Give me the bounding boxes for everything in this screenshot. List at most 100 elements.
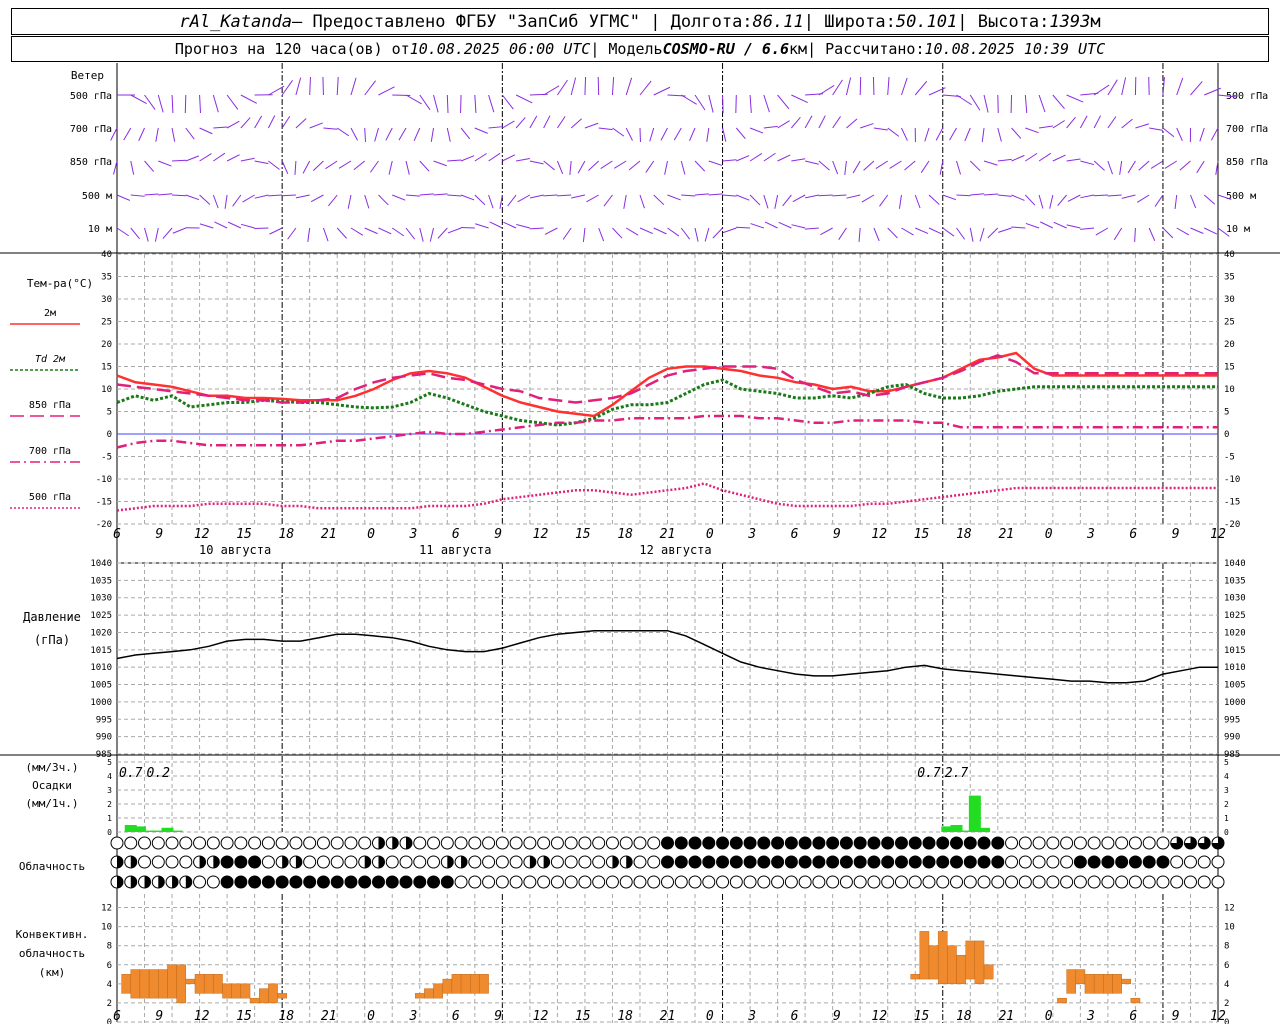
cloud-symbol [509, 875, 523, 889]
wind-barb [598, 127, 613, 131]
cloud-half [447, 856, 454, 868]
cloud-symbol [358, 875, 372, 889]
wind-barb [529, 115, 538, 129]
wind-barb [875, 160, 888, 169]
wind-barb [712, 227, 723, 239]
cloud-symbol [771, 875, 785, 889]
cloud-symbol [344, 855, 358, 869]
cloud-symbol [440, 875, 454, 889]
wind-barb [488, 152, 501, 162]
conv-bar [983, 964, 994, 980]
time-tick-label: 0 [367, 527, 375, 542]
temp-tick-label-right: 15 [1224, 363, 1235, 373]
temp-tick-label: 25 [101, 318, 112, 328]
wind-barb [385, 127, 393, 141]
wind-barb [433, 94, 439, 113]
wind-barb [689, 127, 696, 142]
wind-barb [1150, 160, 1164, 169]
temp-tick-label: 30 [101, 295, 112, 305]
pressure-title: Давление [23, 610, 81, 624]
temp-series-line [116, 353, 1218, 404]
wind-barb [873, 127, 888, 131]
wind-barb [199, 127, 213, 135]
cloud-symbol [138, 855, 152, 869]
conv-bar [910, 974, 921, 980]
conv-bar [268, 983, 278, 1004]
wind-barb [240, 157, 255, 162]
cloud-symbol [922, 836, 936, 850]
temp-tick-label-right: -15 [1224, 498, 1240, 508]
cloud-symbol [495, 875, 509, 889]
wind-barb [898, 194, 902, 209]
wind-barb [515, 117, 526, 129]
cloud-half [117, 876, 123, 888]
wind-barb [240, 94, 258, 104]
cloud-symbol [1183, 875, 1197, 889]
time-tick-label-bottom: 6 [113, 1009, 121, 1024]
cloud-symbol [495, 855, 509, 869]
subtitle-bar: Прогноз на 120 часа(ов) от 10.08.2025 06… [11, 36, 1269, 62]
wind-barb [240, 117, 251, 129]
wind-barb [970, 193, 985, 196]
cloud-symbol [1005, 836, 1019, 850]
cloud-symbol [619, 875, 633, 889]
temp-tick-label-right: -5 [1224, 453, 1235, 463]
wind-barb [130, 227, 140, 240]
wind-barb [353, 160, 366, 171]
cloud-symbol [688, 855, 702, 869]
wind-barb [413, 127, 421, 142]
cloud-symbols [110, 836, 1225, 889]
wind-barb [419, 160, 430, 172]
cloud-half [378, 837, 385, 849]
wind-barb [1196, 160, 1205, 174]
wind-barb [774, 194, 779, 209]
wind-barb [844, 160, 847, 175]
conv-tick-label-right: 8 [1224, 942, 1229, 952]
cloud-symbol [592, 875, 606, 889]
time-tick-label-bottom: 21 [321, 1009, 337, 1024]
cloud-half [626, 856, 633, 868]
time-tick-label-bottom: 3 [409, 1009, 418, 1024]
time-tick-label-bottom: 18 [617, 1009, 633, 1024]
model-label: | Модель [590, 40, 663, 58]
wind-barb [446, 127, 451, 142]
wind-barb [838, 227, 847, 240]
time-tick-label: 21 [660, 527, 676, 542]
wind-barb [281, 115, 291, 129]
cloud-symbol [633, 836, 647, 850]
pressure-tick-label-right: 1025 [1224, 611, 1246, 621]
temp-tick-label-right: -20 [1224, 520, 1240, 530]
wind-barb [956, 227, 966, 240]
wind-barb [130, 94, 147, 105]
wind-barb [1025, 222, 1040, 229]
wind-barb [584, 76, 587, 96]
time-tick-label-bottom: 0 [367, 1009, 375, 1024]
cloud-symbol [647, 875, 661, 889]
wind-barb [805, 160, 819, 165]
pressure-tick-label-right: 985 [1224, 750, 1240, 760]
time-tick-label-bottom: 9 [1172, 1009, 1180, 1024]
wind-barb [214, 221, 228, 229]
wind-barb [653, 194, 665, 206]
wind-barb [935, 127, 944, 141]
cloud-half [461, 856, 468, 868]
wind-barb [1174, 194, 1178, 209]
time-tick-label: 6 [113, 527, 121, 542]
wind-title: Ветер [71, 69, 104, 82]
wind-barb [309, 122, 323, 129]
wind-barb [998, 227, 1012, 233]
wind-barb [887, 127, 900, 137]
wind-barb [628, 160, 641, 171]
temp-tick-label: 20 [101, 340, 112, 350]
cloud-half [612, 856, 619, 868]
cloud-symbol [1183, 855, 1197, 869]
wind-barb [437, 227, 448, 239]
wind-barb [1039, 125, 1054, 129]
cloud-title: Облачность [19, 860, 85, 873]
wind-barb [312, 160, 324, 172]
cloud-symbol [1128, 836, 1142, 850]
precip-bar [143, 830, 156, 832]
wind-barb [430, 127, 435, 142]
wind-barb [446, 94, 449, 114]
cloud-symbol [716, 855, 730, 869]
